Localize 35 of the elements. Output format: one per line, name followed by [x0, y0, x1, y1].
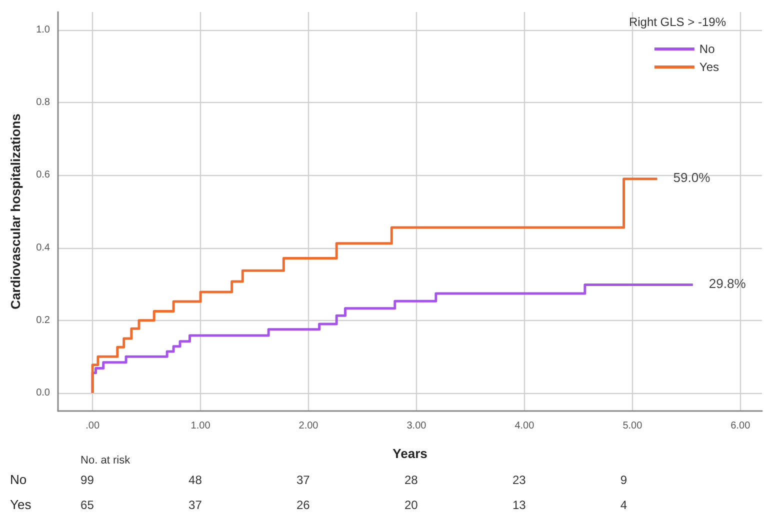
x-tick-label: .00 [86, 420, 100, 432]
y-tick-label: 0.4 [36, 242, 50, 254]
annotation: 59.0% [673, 170, 711, 185]
text: Yes [10, 497, 32, 512]
text: 13 [512, 498, 526, 512]
legend-title: Right GLS > -19% [628, 15, 726, 29]
text: 65 [80, 498, 94, 512]
y-tick-label: 0.8 [36, 97, 50, 108]
text: No [10, 472, 27, 487]
text: 20 [404, 498, 418, 512]
text: 48 [188, 473, 202, 487]
x-axis-title: Years [392, 446, 428, 461]
y-axis-title: Cardiovascular hospitalizations [8, 114, 23, 310]
x-tick-label: 2.00 [298, 420, 319, 432]
y-tick-label: 0.6 [36, 170, 50, 181]
text: 4 [620, 498, 628, 512]
x-tick-label: 3.00 [406, 420, 427, 432]
text: 9 [620, 473, 628, 487]
x-tick-label: 6.00 [730, 420, 751, 432]
text: 26 [296, 498, 310, 512]
text: 28 [404, 473, 418, 487]
x-tick-label: 4.00 [514, 420, 535, 432]
text: 37 [188, 498, 202, 512]
x-tick-label: 1.00 [190, 420, 211, 432]
y-tick-label: 0.0 [36, 387, 50, 398]
text: 99 [80, 473, 94, 487]
text: 23 [512, 473, 526, 487]
text: No. at risk [80, 454, 131, 466]
y-tick-label: 1.0 [36, 24, 50, 36]
annotation: 29.8% [708, 276, 746, 291]
x-tick-label: 5.00 [622, 420, 643, 432]
legend-label: No [699, 42, 716, 56]
text: 37 [296, 473, 310, 487]
y-tick-label: 0.2 [36, 314, 50, 326]
legend-label: Yes [699, 60, 719, 74]
